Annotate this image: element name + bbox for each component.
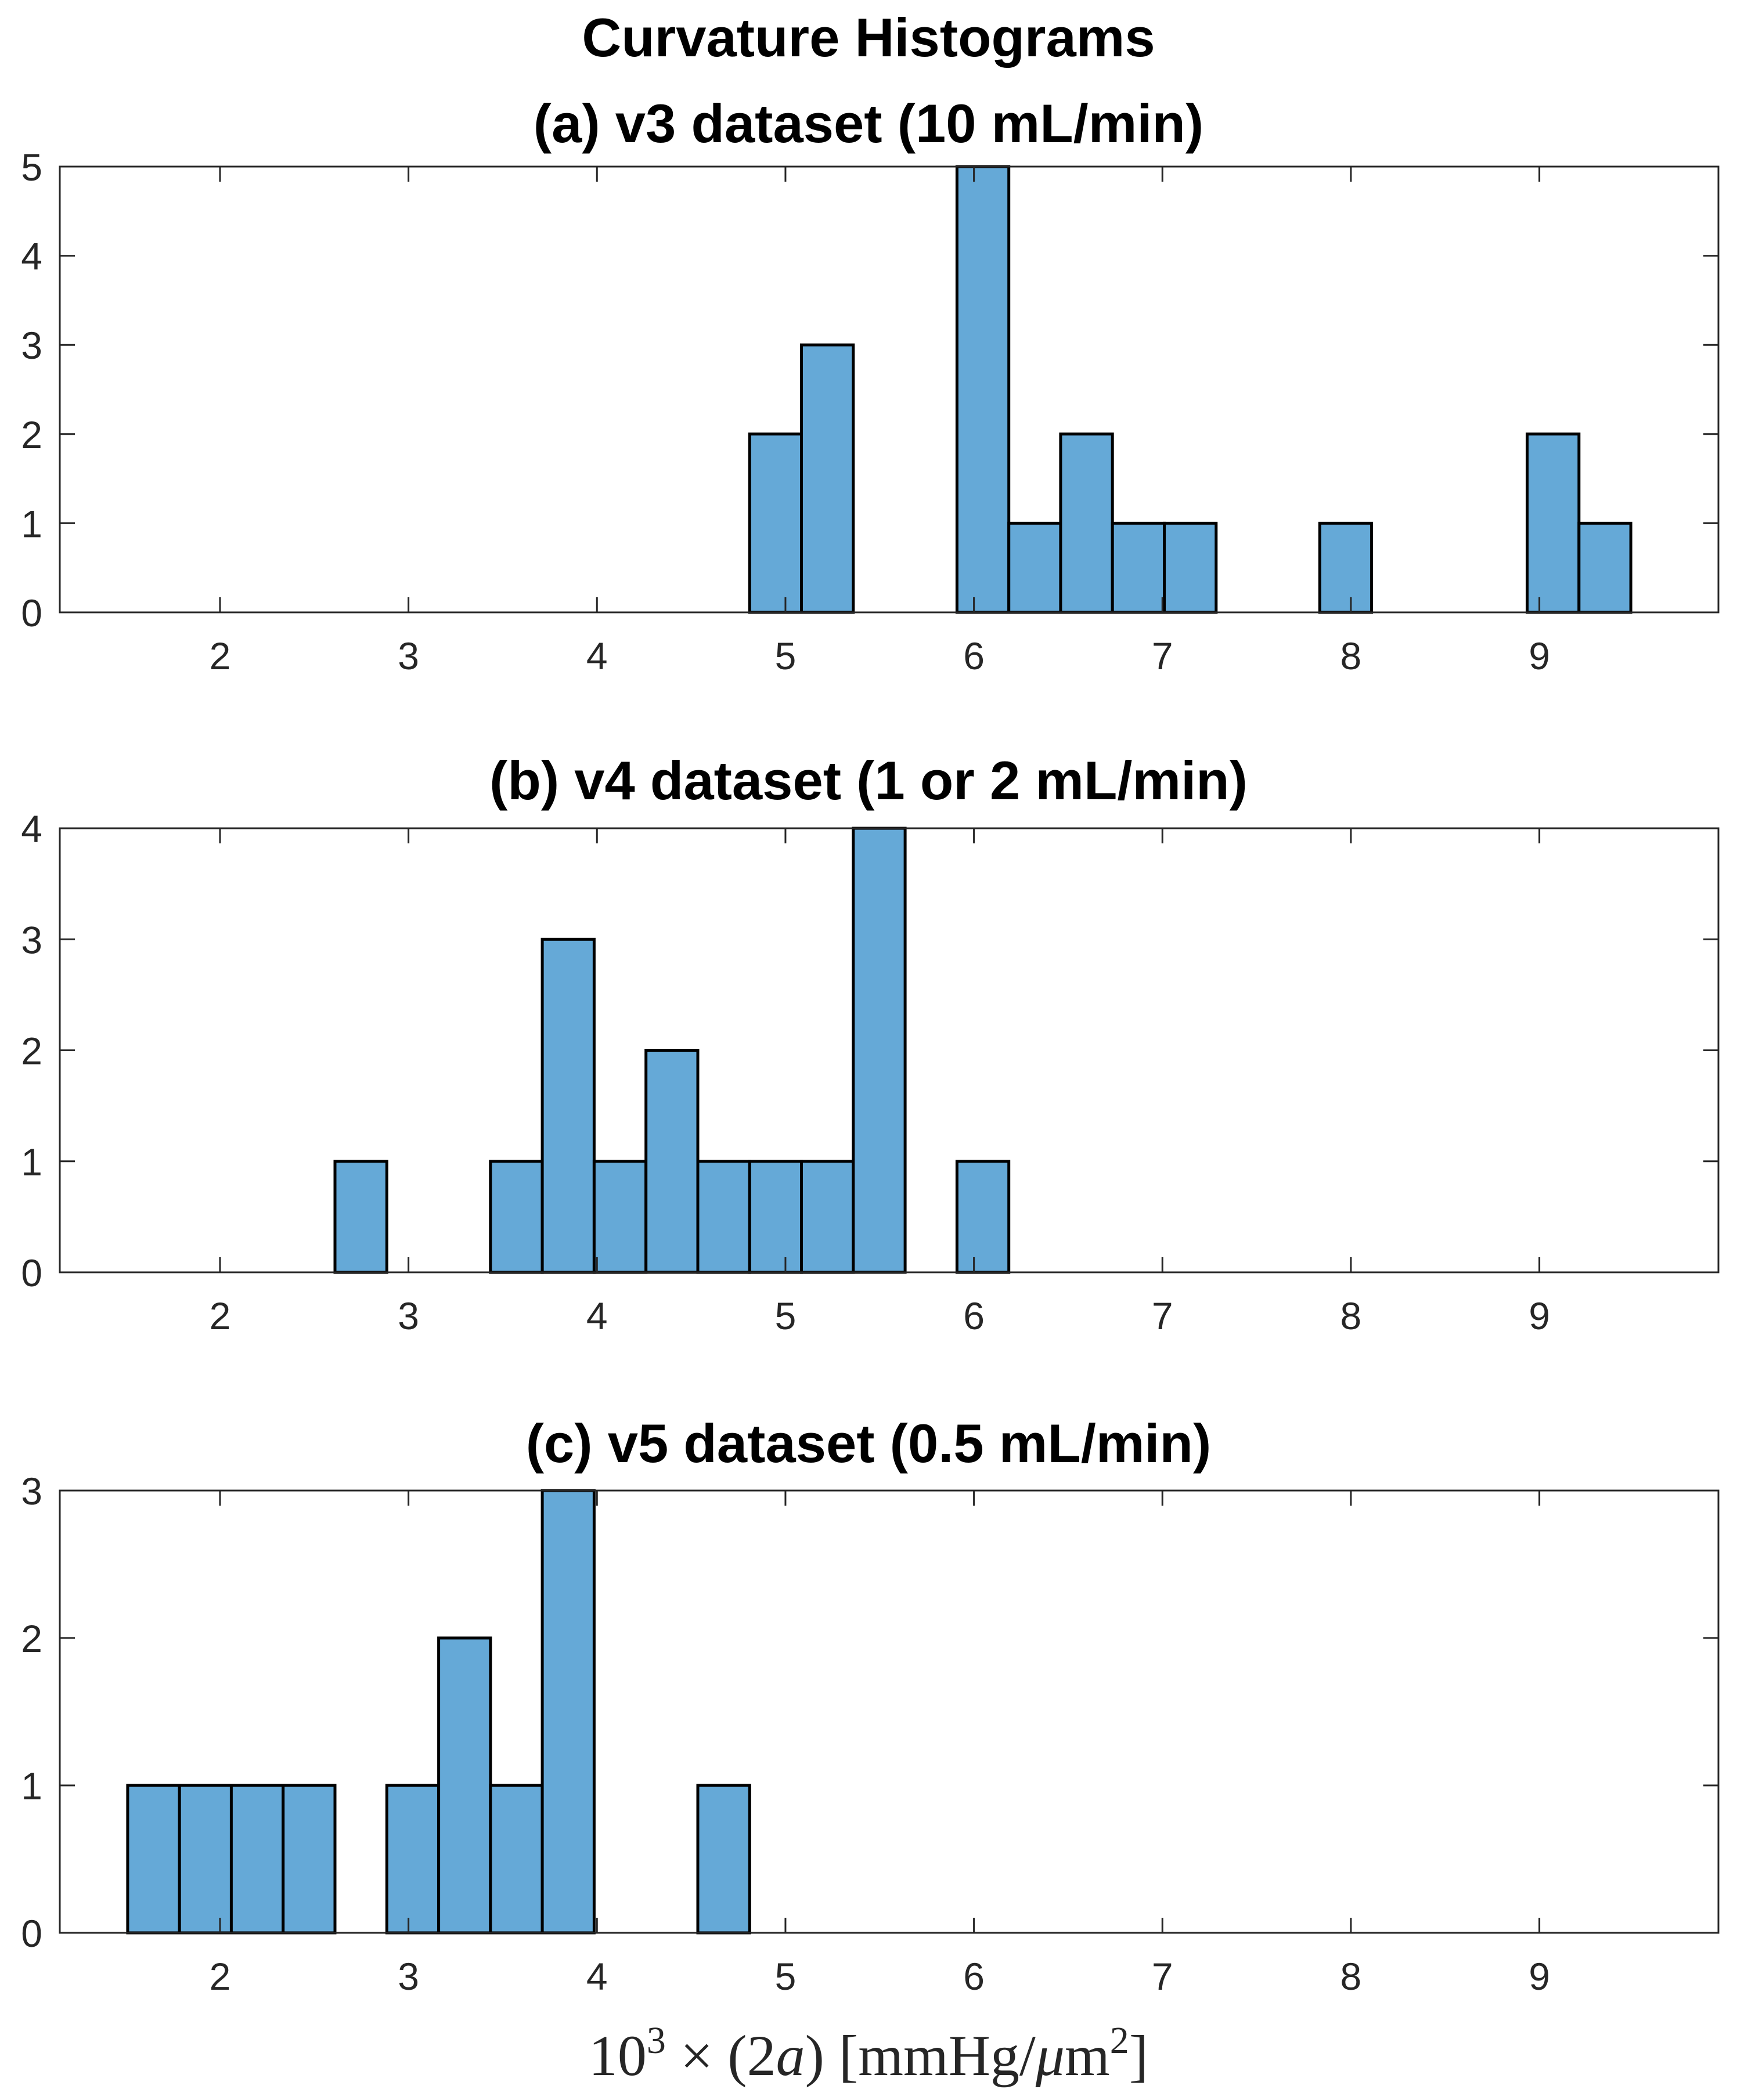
x-axis-label: 103 × (2a) [mmHg/μm2] xyxy=(589,2019,1148,2088)
panel-b-y-tick-label: 4 xyxy=(21,807,42,850)
panel-c-x-tick-label: 5 xyxy=(775,1955,797,1998)
panel-a-title: (a) v3 dataset (10 mL/min) xyxy=(534,93,1203,154)
panel-a-bar-9 xyxy=(1577,521,1633,614)
panel-c-x-tick-label: 3 xyxy=(398,1955,419,1998)
panel-c-bar-8 xyxy=(696,1784,751,1935)
panel-c-y-tick-label: 2 xyxy=(21,1617,42,1660)
panel-c-title: (c) v5 dataset (0.5 mL/min) xyxy=(526,1413,1212,1474)
panel-a-y-tick-label: 4 xyxy=(21,235,42,278)
panel-b-bar-2 xyxy=(540,937,596,1274)
panel-c-bar-6 xyxy=(489,1784,544,1935)
panel-c-x-tick-label: 9 xyxy=(1529,1955,1550,1998)
panel-c-axes-box xyxy=(59,1489,1720,1934)
panel-c-bar-4 xyxy=(385,1784,441,1935)
panel-a-y-tick-label: 2 xyxy=(21,413,42,456)
panel-c-x-tick-label: 4 xyxy=(586,1955,608,1998)
panel-a-x-tick-label: 7 xyxy=(1152,634,1173,677)
panel-b-y-tick-label: 2 xyxy=(21,1030,42,1073)
panel-a-bar-7 xyxy=(1318,521,1374,614)
figure-title: Curvature Histograms xyxy=(582,7,1155,68)
panel-b-bar-6 xyxy=(748,1160,803,1274)
panel-b-y-tick-label: 3 xyxy=(21,918,42,961)
panel-c-bar-0 xyxy=(126,1784,181,1935)
panel-b-x-tick-label: 6 xyxy=(963,1294,985,1337)
panel-a-bar-1 xyxy=(800,343,855,614)
panel-b: (b) v4 dataset (1 or 2 mL/min) 2 3 4 5 6 7 8 9 0… xyxy=(21,750,1720,1337)
panel-a-bar-3 xyxy=(1007,521,1062,614)
panel-a-bar-2 xyxy=(955,165,1011,614)
panel-a-bar-8 xyxy=(1526,432,1581,614)
panel-a-bar-0 xyxy=(748,432,803,614)
panel-b-x-tick-label: 5 xyxy=(775,1294,797,1337)
panel-c-y-tick-label: 0 xyxy=(21,1912,42,1955)
panel-a-y-tick-label: 1 xyxy=(21,502,42,545)
panel-b-x-tick-label: 4 xyxy=(586,1294,608,1337)
panel-c-bar-1 xyxy=(178,1784,233,1935)
panel-b-bar-1 xyxy=(489,1160,544,1274)
panel-c-y-tick-label: 3 xyxy=(21,1470,42,1513)
panel-b-bar-0 xyxy=(333,1160,388,1274)
panel-a-x-tick-label: 4 xyxy=(586,634,608,677)
panel-a-bar-6 xyxy=(1163,521,1218,614)
panel-b-x-tick-label: 8 xyxy=(1340,1294,1362,1337)
panel-a-y-tick-label: 0 xyxy=(21,591,42,634)
panel-a-x-tick-label: 9 xyxy=(1529,634,1550,677)
panel-a-x-tick-label: 2 xyxy=(210,634,231,677)
panel-c-x-tick-label: 6 xyxy=(963,1955,985,1998)
panel-a-bar-5 xyxy=(1111,521,1166,614)
panel-b-x-tick-label: 2 xyxy=(210,1294,231,1337)
panel-b-bar-4 xyxy=(644,1049,700,1274)
panel-c-y-tick-label: 1 xyxy=(21,1765,42,1807)
panel-a-x-tick-label: 8 xyxy=(1340,634,1362,677)
panel-b-bar-3 xyxy=(592,1160,648,1274)
panel-c-bar-3 xyxy=(282,1784,337,1935)
panel-b-bar-9 xyxy=(955,1160,1011,1274)
panel-a-x-tick-label: 6 xyxy=(963,634,985,677)
panel-c: (c) v5 dataset (0.5 mL/min) 2 3 4 5 6 7 8 9 0 1 2 3 xyxy=(21,1413,1720,1998)
panel-b-bar-8 xyxy=(852,827,907,1274)
panel-a-y-tick-label: 5 xyxy=(21,146,42,189)
panel-b-bar-5 xyxy=(696,1160,751,1274)
panel-b-bar-7 xyxy=(800,1160,855,1274)
panel-b-x-tick-label: 7 xyxy=(1152,1294,1173,1337)
panel-a-x-tick-label: 3 xyxy=(398,634,419,677)
panel-a-bar-4 xyxy=(1059,432,1114,614)
panel-a-axes-box xyxy=(59,165,1720,614)
panel-b-y-tick-label: 0 xyxy=(21,1251,42,1294)
panel-b-y-tick-label: 1 xyxy=(21,1141,42,1183)
panel-c-bar-5 xyxy=(437,1636,492,1935)
panel-c-x-tick-label: 7 xyxy=(1152,1955,1173,1998)
panel-a-x-tick-label: 5 xyxy=(775,634,797,677)
panel-c-x-tick-label: 2 xyxy=(210,1955,231,1998)
panel-a-y-tick-label: 3 xyxy=(21,324,42,367)
panel-b-x-tick-label: 9 xyxy=(1529,1294,1550,1337)
panel-a: (a) v3 dataset (10 mL/min) 2 3 4 5 6 7 8 9 0 1 2 3 4… xyxy=(21,93,1720,677)
panel-b-x-tick-label: 3 xyxy=(398,1294,419,1337)
panel-b-title: (b) v4 dataset (1 or 2 mL/min) xyxy=(489,750,1248,811)
panel-c-bar-2 xyxy=(229,1784,285,1935)
panel-c-x-tick-label: 8 xyxy=(1340,1955,1362,1998)
panel-c-bar-7 xyxy=(540,1489,596,1935)
